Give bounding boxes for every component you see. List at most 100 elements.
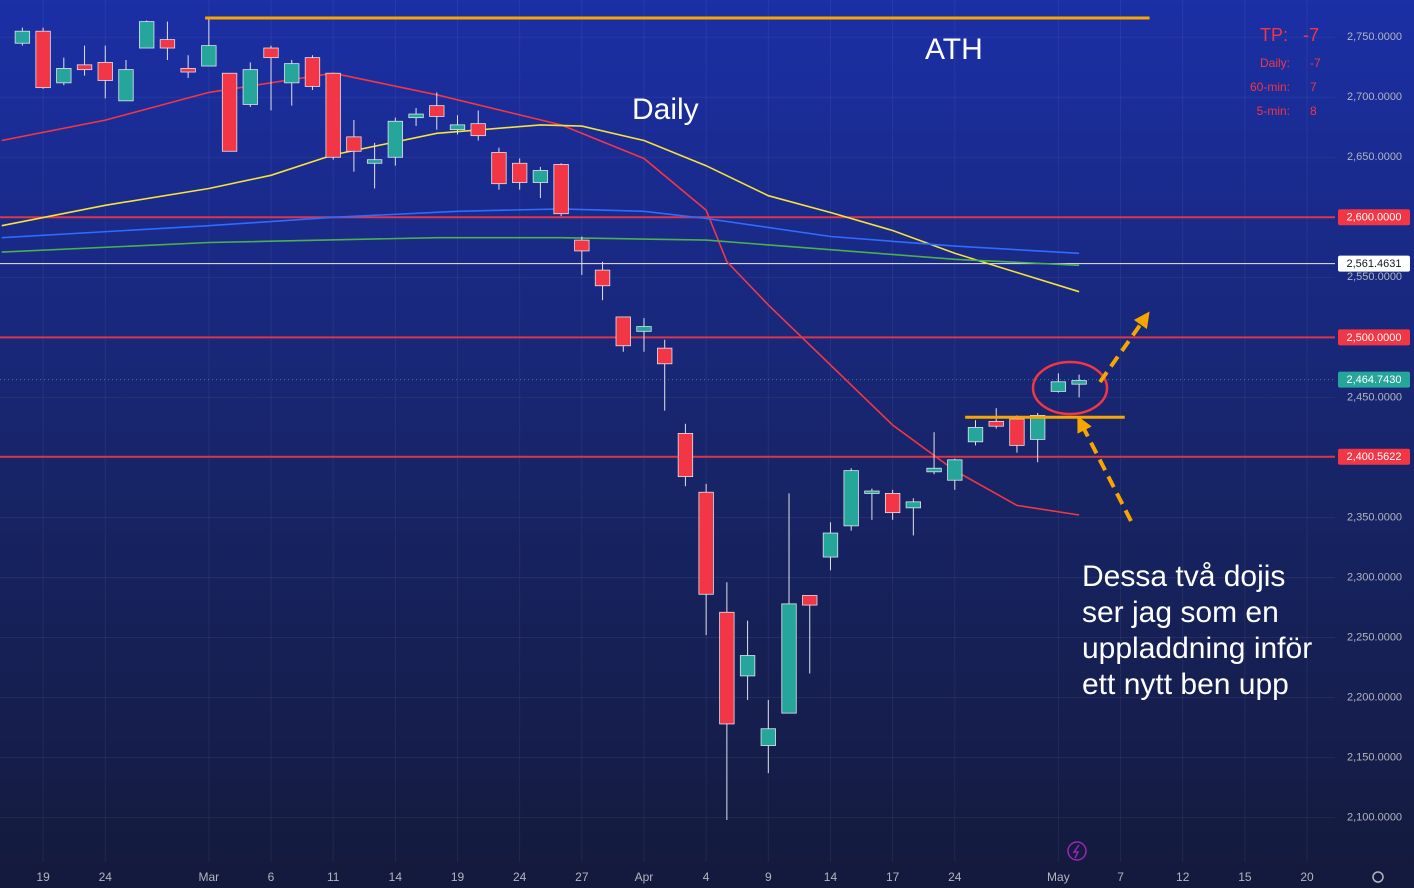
x-tick-label: 27 xyxy=(575,870,589,884)
settings-icon[interactable] xyxy=(1372,871,1384,883)
info-value: -7 xyxy=(1303,25,1319,45)
candle-body xyxy=(346,136,362,152)
info-label: TP: xyxy=(1260,25,1288,45)
candle-body xyxy=(1030,414,1046,440)
candle-body xyxy=(159,39,176,49)
candle-body xyxy=(636,326,652,332)
price-label: 2,500.0000 xyxy=(1346,332,1401,344)
x-tick-label: 24 xyxy=(513,870,527,884)
candle-body xyxy=(325,72,341,158)
axes: 2,100.0000 2,150.0000 2,200.0000 2,250.0000… xyxy=(36,31,1410,884)
candle-body xyxy=(532,170,549,183)
candle-body xyxy=(470,123,486,137)
timeframe-annotation: Daily xyxy=(632,93,699,126)
candle-body xyxy=(408,113,424,119)
candle-body xyxy=(864,490,880,494)
x-tick-label: 24 xyxy=(99,870,113,884)
candle-body xyxy=(698,491,714,595)
price-label: 2,400.5622 xyxy=(1346,451,1401,463)
candle-body xyxy=(491,152,507,185)
comment-line: uppladdning inför xyxy=(1082,632,1312,665)
y-tick-label: 2,300.0000 xyxy=(1347,571,1402,583)
x-tick-label: 4 xyxy=(703,870,710,884)
comment-line: Dessa två dojis xyxy=(1082,560,1285,593)
y-tick-label: 2,200.0000 xyxy=(1347,691,1402,703)
x-tick-label: 9 xyxy=(765,870,772,884)
candle-body xyxy=(284,63,300,84)
price-label: 2,600.0000 xyxy=(1346,212,1401,224)
candle-body xyxy=(304,57,321,87)
candle-body xyxy=(884,493,901,514)
candle-body xyxy=(988,420,1004,427)
candle-body xyxy=(657,347,673,365)
y-tick-label: 2,750.0000 xyxy=(1347,31,1402,43)
x-tick-label: 20 xyxy=(1300,870,1314,884)
x-tick-label: Apr xyxy=(635,870,654,884)
candle-body xyxy=(926,467,942,473)
info-label: Daily: xyxy=(1260,56,1290,70)
candle-body xyxy=(221,72,238,152)
y-tick-label: 2,650.0000 xyxy=(1347,151,1402,163)
price-label-box xyxy=(1338,255,1410,272)
candle-body xyxy=(387,120,403,158)
x-tick-label: Mar xyxy=(199,870,220,884)
y-tick-label: 2,450.0000 xyxy=(1347,391,1402,403)
y-tick-label: 2,150.0000 xyxy=(1347,751,1402,763)
candle-body xyxy=(574,239,590,252)
candle-body xyxy=(14,30,31,44)
x-tick-label: 12 xyxy=(1176,870,1190,884)
candle-body xyxy=(242,69,258,105)
price-label: 2,561.4631 xyxy=(1346,258,1401,270)
price-label-box xyxy=(1338,371,1410,388)
x-tick-label: 24 xyxy=(948,870,962,884)
candle-body xyxy=(429,105,445,117)
candle-body xyxy=(180,68,196,73)
highlight-circle xyxy=(1031,360,1109,416)
alert-bolt xyxy=(1072,844,1080,859)
candle-body xyxy=(781,603,797,714)
moving-average xyxy=(1,208,1080,255)
arrow-up xyxy=(1098,311,1150,384)
candle-body xyxy=(118,69,134,102)
plot xyxy=(0,16,1335,820)
candle-body xyxy=(366,159,383,164)
candle-body xyxy=(739,655,756,677)
info-value: 7 xyxy=(1310,80,1317,94)
candle-body xyxy=(802,595,818,606)
price-label-box xyxy=(1338,448,1410,465)
candle-body xyxy=(719,611,735,725)
candle-body xyxy=(843,470,859,527)
candle-body xyxy=(76,64,93,71)
y-tick-label: 2,250.0000 xyxy=(1347,631,1402,643)
x-tick-label: 19 xyxy=(36,870,50,884)
candle-body xyxy=(449,124,466,131)
price-label-box xyxy=(1338,209,1410,226)
price-label-box xyxy=(1338,329,1410,346)
comment-line: ett nytt ben upp xyxy=(1082,668,1289,701)
candle-body xyxy=(56,68,72,84)
y-tick-label: 2,100.0000 xyxy=(1347,811,1402,823)
info-label: 5-min: xyxy=(1257,104,1290,118)
x-tick-label: 11 xyxy=(327,870,340,884)
candle-body xyxy=(139,21,155,49)
candle-body xyxy=(1009,418,1025,446)
x-tick-label: 7 xyxy=(1117,870,1124,884)
candle-body xyxy=(760,728,776,746)
comment-line: ser jag som en xyxy=(1082,596,1279,629)
candle-body xyxy=(615,316,631,347)
candle-body xyxy=(1050,381,1067,392)
candle-body xyxy=(1071,380,1087,385)
candle-body xyxy=(677,433,694,478)
candle-body xyxy=(947,459,963,481)
alert-icon[interactable] xyxy=(1067,841,1087,861)
x-tick-label: May xyxy=(1047,870,1070,884)
y-tick-label: 2,350.0000 xyxy=(1347,511,1402,523)
candle-body xyxy=(967,426,984,443)
info-label: 60-min: xyxy=(1250,80,1290,94)
candle-body xyxy=(97,62,113,81)
info-value: -7 xyxy=(1310,56,1321,70)
candle-body xyxy=(35,30,51,89)
x-tick-label: 6 xyxy=(268,870,275,884)
